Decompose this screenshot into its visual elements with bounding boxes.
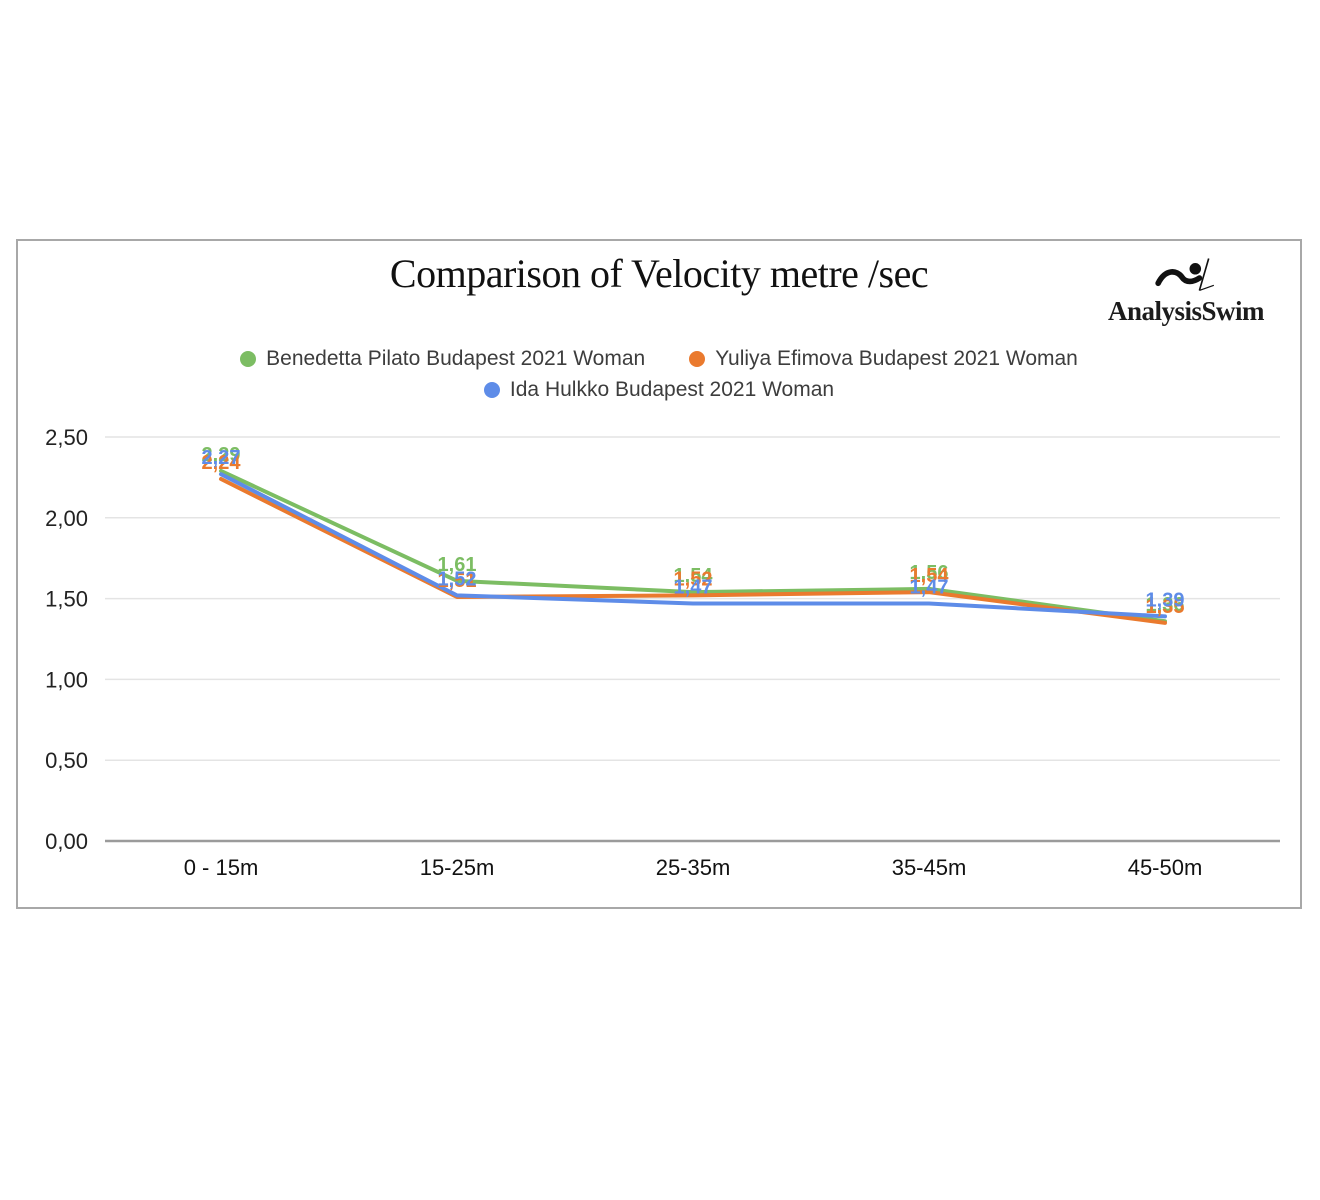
data-label: 2,27 <box>202 447 241 469</box>
chart-legend: Benedetta Pilato Budapest 2021 Woman Yul… <box>18 347 1300 402</box>
series-dot-yuliya <box>689 351 706 367</box>
legend-item-yuliya: Yuliya Efimova Budapest 2021 Woman <box>689 347 1078 371</box>
series-line <box>219 477 1167 625</box>
plot-area: 0,00 0,50 1,00 1,50 2,00 2,50 0 - 15m 15-25m 25-… <box>45 425 1280 880</box>
data-label: 1,56 <box>910 562 949 584</box>
data-label: 1,61 <box>438 554 477 576</box>
data-label: 1,51 <box>438 570 477 592</box>
chart-title: Comparison of Velocity metre /sec <box>389 251 929 296</box>
legend-item-ida: Ida Hulkko Budapest 2021 Woman <box>483 378 835 402</box>
data-label: 2,29 <box>202 444 241 466</box>
data-label: 1,47 <box>674 576 713 598</box>
legend-label-benedetta: Benedetta Pilato Budapest 2021 Woman <box>266 347 646 370</box>
data-label: 1,35 <box>1146 596 1185 618</box>
data-label: 1,54 <box>910 565 950 587</box>
swimmer-icon <box>1153 258 1219 301</box>
x-tick-label: 35-45m <box>892 855 967 880</box>
data-label: 2,24 <box>202 452 242 474</box>
data-label: 1,52 <box>438 568 477 590</box>
y-tick-label: 1,50 <box>45 587 88 612</box>
y-tick-label: 2,00 <box>45 506 88 531</box>
chart-container: 0,00 0,50 1,00 1,50 2,00 2,50 0 - 15m 15-25m 25-… <box>16 239 1302 909</box>
x-tick-label: 15-25m <box>420 855 495 880</box>
data-label: 1,52 <box>674 568 713 590</box>
series-dot-benedetta <box>240 351 257 367</box>
legend-item-benedetta: Benedetta Pilato Budapest 2021 Woman <box>240 347 645 371</box>
data-label: 1,36 <box>1146 594 1185 616</box>
y-tick-label: 0,50 <box>45 748 88 773</box>
series-line <box>219 468 1167 624</box>
x-tick-label: 45-50m <box>1128 855 1203 880</box>
legend-label-yuliya: Yuliya Efimova Budapest 2021 Woman <box>715 347 1078 370</box>
series-dot-ida <box>483 382 500 398</box>
brand-name: AnalysisSwim <box>1107 296 1265 326</box>
legend-label-ida: Ida Hulkko Budapest 2021 Woman <box>509 378 835 401</box>
x-tick-label: 25-35m <box>656 855 731 880</box>
brand-logo: AnalysisSwim <box>1096 255 1276 327</box>
series-line <box>219 472 1167 619</box>
legend-row-2: Ida Hulkko Budapest 2021 Woman <box>483 378 835 402</box>
y-tick-label: 0,00 <box>45 829 88 854</box>
data-label: 1,54 <box>674 565 714 587</box>
data-label: 1,47 <box>910 576 949 598</box>
y-tick-label: 1,00 <box>45 667 88 692</box>
y-tick-label: 2,50 <box>45 425 88 450</box>
x-tick-label: 0 - 15m <box>184 855 259 880</box>
legend-row-1: Benedetta Pilato Budapest 2021 Woman Yul… <box>240 347 1078 371</box>
data-label: 1,39 <box>1146 589 1185 611</box>
